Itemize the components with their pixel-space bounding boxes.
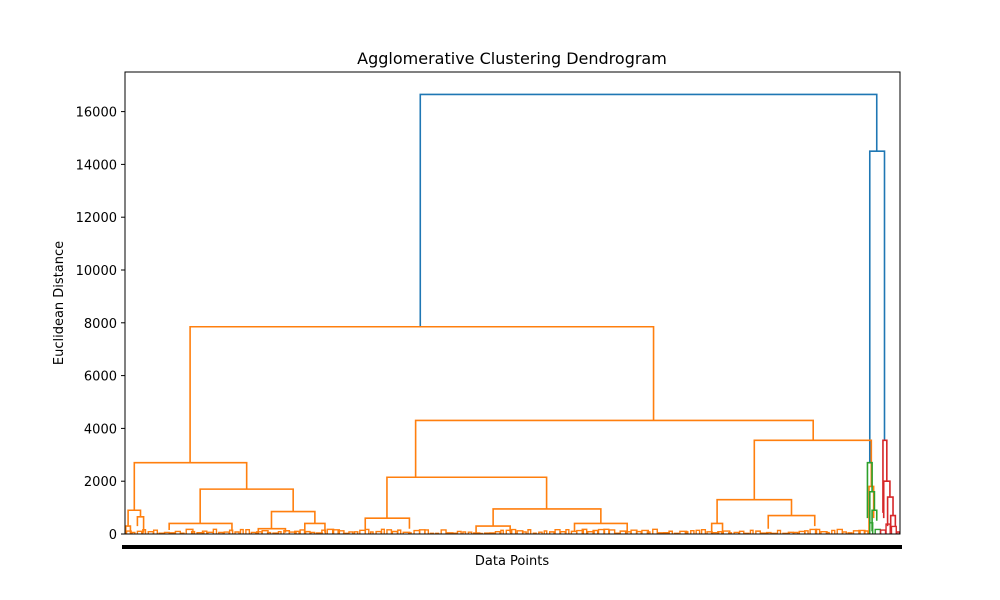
leaf-merge [566,530,569,534]
leaf-merge [555,530,560,534]
leaf-merge [322,530,326,534]
y-axis-label: Euclidean Distance [52,241,67,365]
link-root-merge [420,94,876,326]
leaf-merge [246,530,249,534]
leaf-tick-band [122,545,902,549]
leaf-merge [501,530,503,534]
leaf-merge [230,530,233,534]
leaf-merge [702,530,706,534]
y-tick-label: 12000 [76,211,117,226]
leaf-merge [382,529,385,534]
link-c1-left-a [128,510,140,526]
leaf-merge [425,530,428,534]
plot-frame [125,72,900,534]
leaf-merge [365,529,369,534]
y-tick-label: 10000 [76,264,117,279]
leaf-merge [593,531,598,534]
x-axis-label: Data Points [475,554,549,569]
leaf-merge [512,530,516,534]
leaf-merge [870,523,873,534]
leaf-merge [300,530,304,534]
leaf-merge [881,530,886,534]
leaf-merge [750,530,753,534]
leaf-merge [832,530,835,534]
leaf-merge [387,530,391,534]
link-c1-left [134,463,246,511]
leaf-merge [154,530,158,534]
leaf-merge [582,529,586,534]
link-c1-top [190,327,653,463]
leaf-merge [240,530,243,534]
leaf-merge [875,529,880,534]
leaf-merge [528,530,531,534]
leaf-merge [506,530,510,534]
chart-title: Agglomerative Clustering Dendrogram [357,49,667,68]
leaf-merge [398,530,401,534]
link-c1-far-a2 [768,516,815,529]
leaf-merge [213,529,216,534]
y-tick-label: 2000 [84,475,117,490]
link-c1-left-b2 [271,512,314,529]
link-c1-far [754,440,871,499]
y-tick-label: 4000 [84,422,117,437]
dendrogram-links [126,94,899,534]
link-c1-left-b [200,489,293,523]
leaf-merge [816,529,820,534]
link-c1-left-b1 [169,523,232,531]
y-axis-ticks: 0 2000 4000 6000 8000 10000 12000 14000 16000 [76,106,125,543]
link-c1-far-a [717,500,791,524]
leaf-merge [441,530,446,534]
leaf-merge [696,530,699,534]
y-tick-label: 16000 [76,106,117,121]
leaf-merge [778,530,781,534]
leaf-merge [891,526,896,534]
link-sub-root-merge [870,151,885,463]
y-tick-label: 8000 [84,317,117,332]
x-axis-leaf-ticks [122,545,902,549]
y-tick-label: 6000 [84,370,117,385]
y-tick-label: 0 [109,528,117,543]
leaf-merge [609,530,614,534]
leaf-merge [653,529,657,534]
leaf-merge [360,530,366,534]
link-c1-mid [387,477,547,518]
y-tick-label: 14000 [76,158,117,173]
leaf-merge [837,529,842,534]
link-c1-mid-b1 [476,526,510,533]
